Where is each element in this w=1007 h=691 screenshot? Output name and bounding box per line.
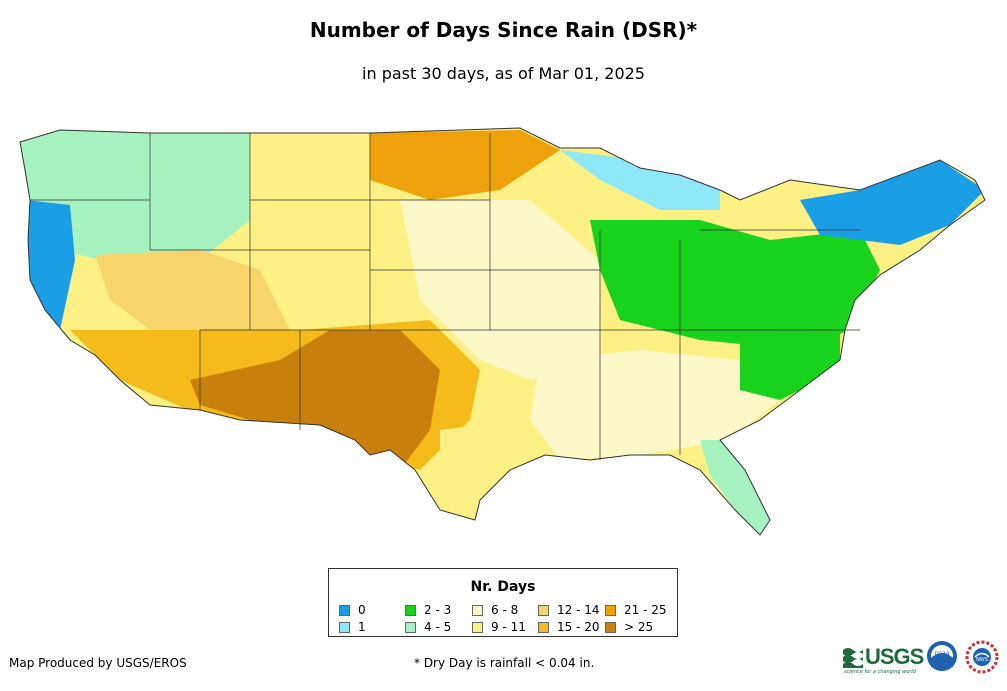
nws-logo-icon: NWS: [965, 640, 999, 674]
legend-swatch: [605, 621, 616, 633]
noaa-logo-icon: noaa: [927, 641, 957, 671]
legend-swatch: [605, 604, 616, 616]
agency-logos: USGS science for a changing world noaa N…: [843, 640, 1003, 680]
noaa-text: noaa: [935, 650, 950, 657]
usgs-tagline: science for a changing world: [844, 669, 916, 675]
legend: Nr. Days 0 1 2 - 3 4 - 5 6 - 8 9 - 11 12…: [328, 568, 678, 637]
legend-item: 12 - 14: [538, 603, 600, 617]
region-north-plains: [370, 130, 560, 200]
region-south-texas: [440, 420, 530, 520]
legend-item: 15 - 20: [538, 620, 600, 634]
legend-label: 2 - 3: [424, 603, 452, 617]
legend-label: 1: [358, 620, 366, 634]
legend-item: 6 - 8: [472, 603, 518, 617]
legend-item: 4 - 5: [405, 620, 451, 634]
nws-text: NWS: [976, 657, 988, 663]
region-southwest-dry: [190, 330, 440, 470]
region-florida: [700, 440, 775, 535]
legend-swatch: [405, 604, 416, 616]
region-pnw: [20, 130, 250, 260]
us-outline: [19, 127, 986, 536]
usgs-logo: USGS: [865, 644, 924, 669]
legend-swatch: [538, 621, 549, 633]
legend-label: 4 - 5: [424, 620, 452, 634]
legend-item: 0: [339, 603, 366, 617]
map-subtitle: in past 30 days, as of Mar 01, 2025: [362, 64, 645, 83]
legend-swatch: [472, 621, 483, 633]
legend-item: 9 - 11: [472, 620, 526, 634]
legend-swatch: [472, 604, 483, 616]
legend-label: 15 - 20: [557, 620, 600, 634]
region-great-basin: [95, 250, 290, 335]
legend-item: 1: [339, 620, 366, 634]
region-northeast: [800, 160, 985, 245]
legend-item: 21 - 25: [605, 603, 667, 617]
legend-swatch: [405, 621, 416, 633]
legend-label: 0: [358, 603, 366, 617]
region-carolinas: [740, 330, 840, 400]
usgs-wave-icon: [843, 648, 863, 668]
legend-label: 9 - 11: [491, 620, 526, 634]
legend-swatch: [339, 621, 350, 633]
region-ohio-valley: [590, 220, 880, 350]
region-southeast: [530, 350, 780, 460]
legend-swatch: [339, 604, 350, 616]
legend-title: Nr. Days: [470, 579, 536, 595]
dry-day-note: * Dry Day is rainfall < 0.04 in.: [414, 656, 595, 670]
map-title: Number of Days Since Rain (DSR)*: [309, 18, 698, 42]
legend-label: > 25: [624, 620, 654, 634]
legend-item: 2 - 3: [405, 603, 451, 617]
legend-label: 6 - 8: [491, 603, 519, 617]
region-central-plains: [400, 200, 600, 380]
legend-item: > 25: [605, 620, 653, 634]
legend-label: 21 - 25: [624, 603, 667, 617]
producer-credit: Map Produced by USGS/EROS: [9, 656, 187, 670]
legend-swatch: [538, 604, 549, 616]
legend-label: 12 - 14: [557, 603, 600, 617]
state-boundaries: [30, 133, 860, 460]
